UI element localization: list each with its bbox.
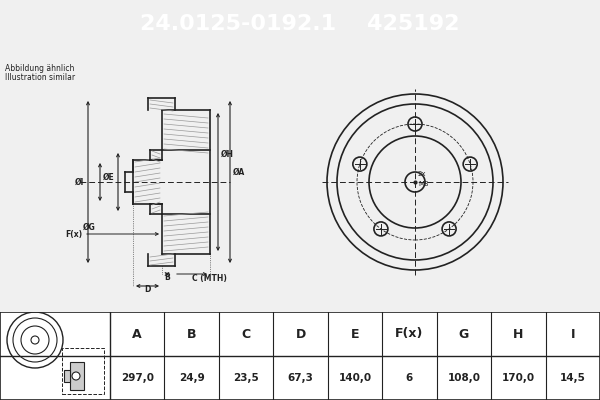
Text: Abbildung ähnlich: Abbildung ähnlich — [5, 64, 74, 73]
Text: 108,0: 108,0 — [448, 373, 481, 383]
Circle shape — [72, 372, 80, 380]
Text: 140,0: 140,0 — [338, 373, 371, 383]
Text: ØH: ØH — [221, 150, 234, 158]
Text: ØG: ØG — [83, 222, 96, 232]
Text: F(x): F(x) — [65, 230, 82, 238]
Text: ØA: ØA — [233, 168, 245, 176]
Text: 24.0125-0192.1    425192: 24.0125-0192.1 425192 — [140, 14, 460, 34]
Text: 6: 6 — [406, 373, 413, 383]
Text: 67,3: 67,3 — [287, 373, 313, 383]
Text: 24,9: 24,9 — [179, 373, 205, 383]
Text: H: H — [513, 328, 524, 340]
Text: A: A — [133, 328, 142, 340]
Text: B: B — [187, 328, 196, 340]
Text: F(x): F(x) — [395, 328, 424, 340]
Bar — [62, 348, 104, 394]
Text: C (MTH): C (MTH) — [192, 274, 227, 282]
Text: M8: M8 — [418, 181, 428, 187]
Text: B: B — [164, 274, 170, 282]
Text: 170,0: 170,0 — [502, 373, 535, 383]
Text: ØI: ØI — [74, 178, 84, 186]
Text: ØE: ØE — [103, 172, 115, 182]
Text: I: I — [571, 328, 575, 340]
Bar — [64, 370, 70, 382]
Text: 14,5: 14,5 — [560, 373, 586, 383]
Text: D: D — [295, 328, 305, 340]
Text: G: G — [459, 328, 469, 340]
Text: D: D — [145, 286, 151, 294]
Text: Illustration similar: Illustration similar — [5, 73, 75, 82]
Bar — [70, 362, 84, 390]
Text: 2x: 2x — [418, 171, 427, 177]
Text: C: C — [242, 328, 251, 340]
Text: E: E — [351, 328, 359, 340]
Text: 23,5: 23,5 — [233, 373, 259, 383]
Text: 297,0: 297,0 — [121, 373, 154, 383]
